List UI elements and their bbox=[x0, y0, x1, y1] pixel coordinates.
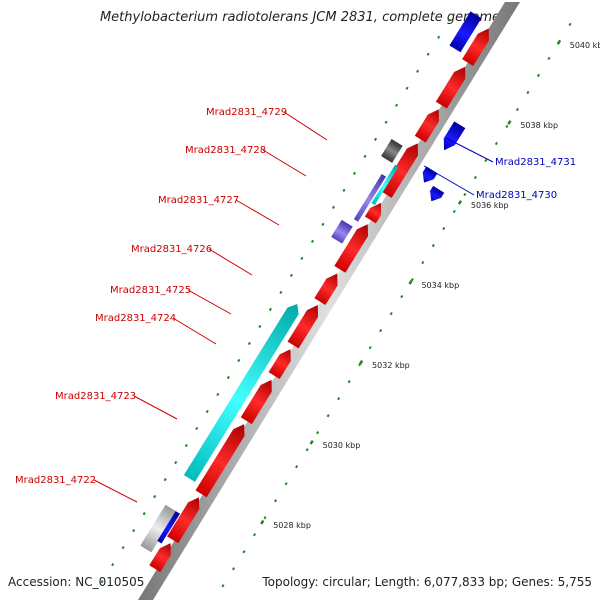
tick-mark-3 bbox=[309, 439, 314, 445]
leader-line-10 bbox=[445, 137, 494, 163]
forward-gene-8-shape bbox=[334, 224, 369, 273]
forward-gene-4-shape bbox=[240, 379, 272, 425]
gene-label-9: Mrad2831_4730 bbox=[476, 190, 557, 201]
label-leaders bbox=[93, 111, 494, 503]
reverse-gene-4731 bbox=[443, 121, 466, 151]
gene-label-8: Mrad2831_4729 bbox=[206, 107, 287, 118]
forward-gene-6 bbox=[287, 305, 319, 349]
gene-label-10: Mrad2831_4731 bbox=[495, 157, 576, 168]
outer-gene-blue-top-shape bbox=[449, 11, 482, 53]
forward-gene-12-shape bbox=[435, 66, 466, 109]
gene-label-1: Mrad2831_4722 bbox=[15, 475, 96, 486]
tick-mark-6 bbox=[457, 200, 463, 205]
outer-gene-grey-left bbox=[140, 504, 177, 553]
forward-gene-12 bbox=[435, 66, 466, 109]
forward-gene-9-shape bbox=[364, 202, 382, 224]
forward-gene-3-shape bbox=[195, 424, 245, 498]
outer-gene-blue-left-shape bbox=[157, 511, 180, 544]
forward-gene-6-shape bbox=[287, 305, 319, 349]
outer-dot-ring bbox=[100, 18, 451, 584]
leader-line-5 bbox=[208, 248, 253, 276]
gene-label-7: Mrad2831_4728 bbox=[185, 145, 266, 156]
forward-gene-5-shape bbox=[268, 349, 291, 380]
tick-mark-2 bbox=[260, 519, 265, 525]
forward-gene-5 bbox=[268, 349, 291, 380]
forward-gene-8 bbox=[334, 224, 369, 273]
gene-label-2: Mrad2831_4723 bbox=[55, 391, 136, 402]
forward-gene-1 bbox=[149, 543, 171, 573]
leader-line-3 bbox=[172, 317, 217, 345]
reverse-gene-4730-shape bbox=[422, 166, 438, 183]
forward-gene-13 bbox=[462, 28, 489, 67]
outer-gene-purple-thin bbox=[353, 174, 386, 222]
forward-gene-1-shape bbox=[149, 543, 171, 573]
leader-line-7 bbox=[262, 149, 307, 177]
gene-label-6: Mrad2831_4727 bbox=[158, 195, 239, 206]
forward-gene-11 bbox=[414, 109, 439, 143]
tick-label-4: 5032 kbp bbox=[372, 361, 410, 370]
leader-line-1 bbox=[93, 479, 138, 503]
inner-dot-ring bbox=[221, 22, 572, 588]
reverse-gene-4730 bbox=[422, 166, 438, 183]
tick-mark-7 bbox=[507, 120, 512, 125]
forward-gene-4 bbox=[240, 379, 272, 425]
outer-gene-cyan-thin bbox=[371, 164, 399, 206]
outer-gene-cyan-long-shape bbox=[183, 304, 299, 482]
forward-gene-2 bbox=[167, 497, 200, 544]
gene-labels: Mrad2831_4722 Mrad2831_4723 Mrad2831_4724 M… bbox=[15, 107, 576, 486]
minor-tick-dots bbox=[100, 18, 572, 588]
gene-label-3: Mrad2831_4724 bbox=[95, 313, 176, 324]
forward-gene-10-shape bbox=[380, 143, 418, 198]
tick-label-5: 5034 kbp bbox=[421, 281, 459, 290]
forward-gene-9 bbox=[364, 202, 382, 224]
gene-features bbox=[140, 11, 489, 573]
tick-label-8: 5040 kbp bbox=[570, 41, 600, 50]
outer-gene-grey-left-shape bbox=[140, 504, 177, 553]
outer-gene-dark-shape bbox=[381, 139, 403, 163]
gene-label-5: Mrad2831_4726 bbox=[131, 244, 212, 255]
topology-text: Topology: circular; Length: 6,077,833 bp… bbox=[262, 575, 592, 589]
tick-label-3: 5030 kbp bbox=[323, 441, 361, 450]
outer-gene-blue-left bbox=[157, 511, 180, 544]
leader-line-6 bbox=[235, 199, 280, 226]
leader-line-9 bbox=[423, 165, 475, 196]
outer-gene-dark bbox=[381, 139, 403, 163]
gene-label-4: Mrad2831_4725 bbox=[110, 285, 191, 296]
forward-gene-13-shape bbox=[462, 28, 489, 67]
outer-gene-purple-shape bbox=[331, 219, 353, 244]
leader-line-4 bbox=[187, 289, 232, 315]
reverse-gene-4730b-shape bbox=[430, 185, 445, 202]
forward-gene-2-shape bbox=[167, 497, 200, 544]
tick-mark-5 bbox=[408, 280, 413, 285]
outer-gene-purple bbox=[331, 219, 353, 244]
reverse-gene-4730b bbox=[430, 185, 445, 202]
leader-line-2 bbox=[133, 395, 178, 420]
reverse-gene-4731-shape bbox=[443, 121, 466, 151]
forward-gene-7 bbox=[314, 273, 338, 306]
outer-gene-purple-thin-shape bbox=[353, 174, 386, 222]
accession-text: Accession: NC_010505 bbox=[8, 575, 145, 589]
leader-line-8 bbox=[283, 111, 328, 141]
tick-label-6: 5036 kbp bbox=[471, 201, 509, 210]
outer-gene-cyan-thin-shape bbox=[371, 164, 399, 206]
forward-gene-10 bbox=[380, 143, 418, 198]
tick-label-2: 5028 kbp bbox=[273, 521, 311, 530]
tick-mark-8 bbox=[556, 40, 561, 45]
outer-gene-cyan-long bbox=[183, 304, 299, 482]
map-title: Methylobacterium radiotolerans JCM 2831,… bbox=[99, 10, 501, 25]
tick-label-7: 5038 kbp bbox=[520, 121, 558, 130]
forward-gene-3 bbox=[195, 424, 245, 498]
tick-mark-4 bbox=[358, 359, 364, 365]
forward-gene-7-shape bbox=[314, 273, 338, 306]
outer-gene-blue-top bbox=[449, 11, 482, 53]
forward-gene-11-shape bbox=[414, 109, 439, 143]
